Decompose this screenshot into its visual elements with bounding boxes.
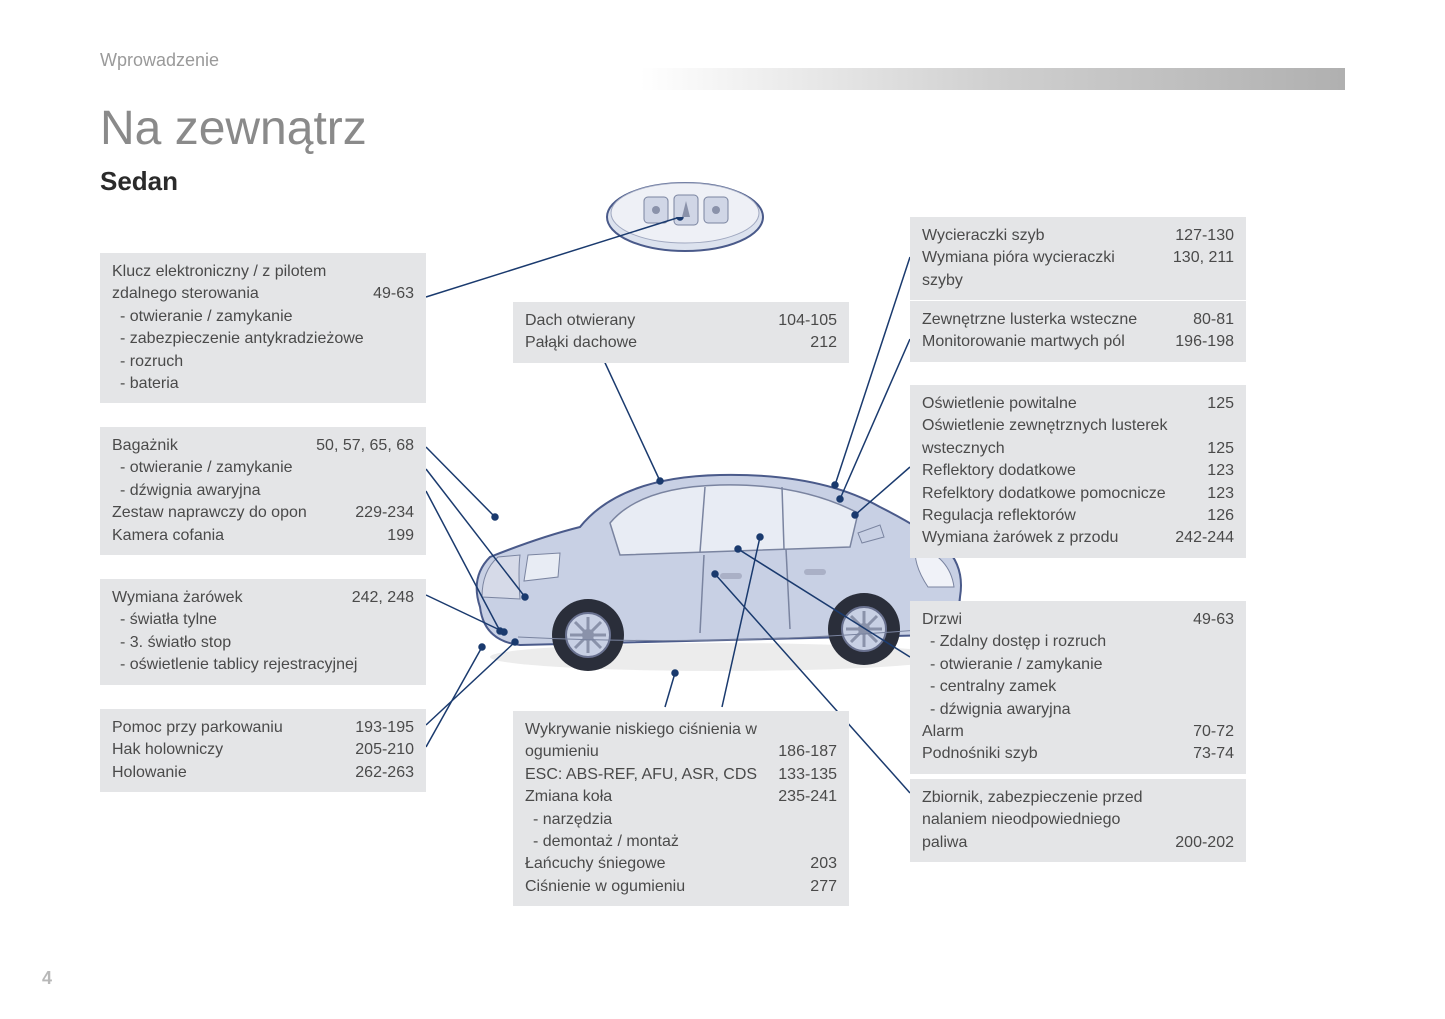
label: Reflektory dodatkowe [922,460,1191,482]
page-title: Na zewnątrz [100,101,1345,156]
pages: 196-198 [1175,331,1234,353]
label: Wymiana żarówek [112,587,336,609]
sub-item: dźwignia awaryjna [112,480,414,502]
sub-item: centralny zamek [922,676,1234,698]
pages: 229-234 [355,502,414,524]
pages: 277 [810,876,837,898]
box-trunk: Bagażnik 50, 57, 65, 68 otwieranie / zamy… [100,427,426,555]
sub-item: światła tylne [112,609,414,631]
sub-item: demontaż / montaż [525,831,837,853]
box-bulbs-rear: Wymiana żarówek 242, 248 światła tylne 3.… [100,579,426,685]
pages: 186-187 [778,741,837,763]
label: Monitorowanie martwych pól [922,331,1159,353]
pages: 123 [1207,483,1234,505]
pages: 199 [387,525,414,547]
pages: 212 [810,332,837,354]
pages: 49-63 [373,283,414,305]
sub-item: otwieranie / zamykanie [922,654,1234,676]
pages: 125 [1207,393,1234,415]
sub-item: dźwignia awaryjna [922,699,1234,721]
pages: 70-72 [1193,721,1234,743]
sublist: Zdalny dostęp i rozruch otwieranie / zam… [922,631,1234,721]
sub-item: bateria [112,373,414,395]
pages: 49-63 [1193,609,1234,631]
label: Oświetlenie powitalne [922,393,1191,415]
pages: 200-202 [1175,832,1234,854]
sublist: narzędzia demontaż / montaż [525,809,837,854]
pages: 235-241 [778,786,837,808]
label: Wykrywanie niskiego ciśnienia w ogumieni… [525,719,762,764]
pages: 203 [810,853,837,875]
pages: 125 [1207,438,1234,460]
label: Kamera cofania [112,525,371,547]
label: Pomoc przy parkowaniu [112,717,339,739]
label: Refelktory dodatkowe pomocnicze [922,483,1191,505]
label: Drzwi [922,609,1177,631]
page-container: Wprowadzenie Na zewnątrz Sedan [0,0,1445,1019]
box-lighting: Oświetlenie powitalne 125 Oświetlenie zew… [910,385,1246,558]
label: Zmiana koła [525,786,762,808]
box-tyres: Wykrywanie niskiego ciśnienia w ogumieni… [513,711,849,906]
label: Holowanie [112,762,339,784]
pages: 104-105 [778,310,837,332]
sub-item: zabezpieczenie antykradzieżowe [112,328,414,350]
sub-item: rozruch [112,351,414,373]
label: Hak holowniczy [112,739,339,761]
pages: 205-210 [355,739,414,761]
sublist: otwieranie / zamykanie zabezpieczenie an… [112,306,414,396]
label: Alarm [922,721,1177,743]
label: Łańcuchy śniegowe [525,853,794,875]
sub-item: otwieranie / zamykanie [112,306,414,328]
sub-item: Zdalny dostęp i rozruch [922,631,1234,653]
pages: 242-244 [1175,527,1234,549]
pages: 242, 248 [352,587,414,609]
pages: 50, 57, 65, 68 [316,435,414,457]
box-roof: Dach otwierany 104-105 Pałąki dachowe 212 [513,302,849,363]
label: Dach otwierany [525,310,762,332]
sub-item: oświetlenie tablicy rejestracyjnej [112,654,414,676]
label: Oświetlenie zewnętrznych lusterek wstecz… [922,415,1191,460]
label: Zbiornik, zabezpieczenie przed nalaniem … [922,787,1159,854]
label: Zewnętrzne lusterka wsteczne [922,309,1177,331]
pages: 133-135 [778,764,837,786]
label: Klucz elektroniczny / z pilotem zdalnego… [112,261,357,306]
box-key: Klucz elektroniczny / z pilotem zdalnego… [100,253,426,403]
pages: 130, 211 [1173,247,1234,292]
label: Ciśnienie w ogumieniu [525,876,794,898]
box-fuel: Zbiornik, zabezpieczenie przed nalaniem … [910,779,1246,862]
label: Wymiana żarówek z przodu [922,527,1159,549]
sublist: światła tylne 3. światło stop oświetleni… [112,609,414,676]
sub-item: narzędzia [525,809,837,831]
pages: 73-74 [1193,743,1234,765]
box-parking: Pomoc przy parkowaniu 193-195 Hak holowni… [100,709,426,792]
box-mirrors: Zewnętrzne lusterka wsteczne 80-81 Monito… [910,301,1246,362]
content-grid: Klucz elektroniczny / z pilotem zdalnego… [100,217,1345,977]
label: Pałąki dachowe [525,332,794,354]
box-doors: Drzwi 49-63 Zdalny dostęp i rozruch otwie… [910,601,1246,774]
pages: 193-195 [355,717,414,739]
label: Wymiana pióra wycieraczki szyby [922,247,1157,292]
page-number: 4 [42,968,52,989]
box-wipers: Wycieraczki szyb 127-130 Wymiana pióra wy… [910,217,1246,300]
label: Bagażnik [112,435,300,457]
sub-item: 3. światło stop [112,632,414,654]
sublist: otwieranie / zamykanie dźwignia awaryjna [112,457,414,502]
pages: 123 [1207,460,1234,482]
label: Wycieraczki szyb [922,225,1159,247]
pages: 126 [1207,505,1234,527]
label: Podnośniki szyb [922,743,1177,765]
label: Regulacja reflektorów [922,505,1191,527]
pages: 127-130 [1175,225,1234,247]
sub-item: otwieranie / zamykanie [112,457,414,479]
label: ESC: ABS-REF, AFU, ASR, CDS [525,764,762,786]
row: Klucz elektroniczny / z pilotem zdalnego… [112,261,414,306]
pages: 80-81 [1193,309,1234,331]
header-gradient [640,68,1345,90]
label: Zestaw naprawczy do opon [112,502,339,524]
pages: 262-263 [355,762,414,784]
